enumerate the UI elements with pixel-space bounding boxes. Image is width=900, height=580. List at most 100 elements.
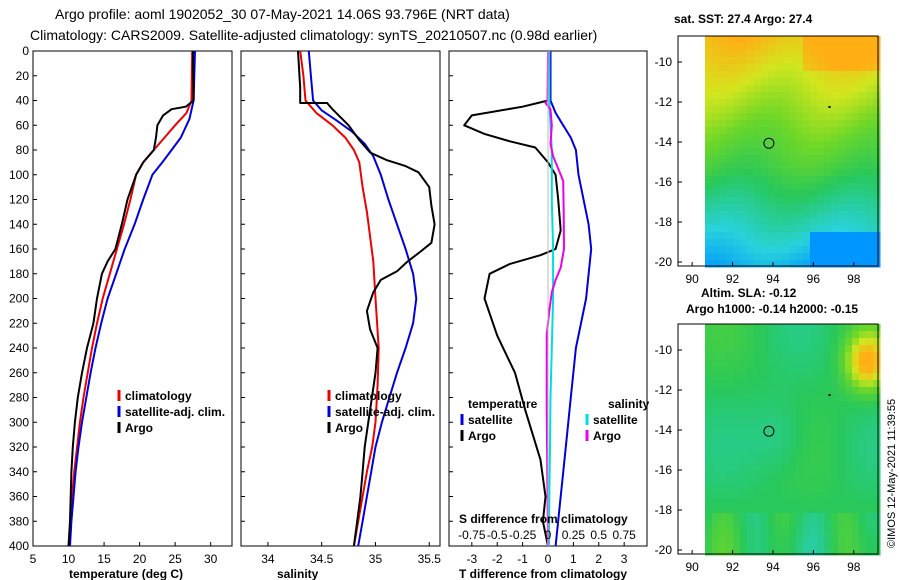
map-cell xyxy=(712,43,720,51)
map-cell xyxy=(782,134,790,142)
map-cell xyxy=(803,260,811,268)
map-cell xyxy=(719,415,727,423)
map-cell xyxy=(789,429,797,437)
map-cell xyxy=(866,541,874,549)
map-cell xyxy=(859,225,867,233)
map-cell xyxy=(733,366,741,374)
map-cell xyxy=(866,387,874,395)
map-cell xyxy=(796,324,804,332)
map-cell xyxy=(782,436,790,444)
map-cell xyxy=(733,127,741,135)
map-cell xyxy=(754,527,762,535)
y-tick-label: 0 xyxy=(22,44,29,58)
map-cell xyxy=(852,155,860,163)
map-cell xyxy=(712,387,720,395)
map-cell xyxy=(782,513,790,521)
map-frame xyxy=(677,323,879,555)
map-cell xyxy=(747,260,755,268)
map-cell xyxy=(803,541,811,549)
map-cell xyxy=(866,422,874,430)
map-cell xyxy=(761,43,769,51)
map-cell xyxy=(873,478,881,486)
map-cell xyxy=(719,548,727,556)
map-cell xyxy=(712,464,720,472)
map-cell xyxy=(859,50,867,58)
map-cell xyxy=(754,120,762,128)
map-cell xyxy=(838,85,846,93)
map-cell xyxy=(789,506,797,514)
map-cell xyxy=(845,338,853,346)
map-cell xyxy=(803,232,811,240)
map-cell xyxy=(838,471,846,479)
legend-label: Argo xyxy=(593,429,621,443)
map-cell xyxy=(726,141,734,149)
map-cell xyxy=(789,457,797,465)
map-cell xyxy=(775,443,783,451)
map-cell xyxy=(726,134,734,142)
map-cell xyxy=(782,443,790,451)
legend-heading: salinity xyxy=(608,397,650,411)
map-cell xyxy=(859,541,867,549)
map-cell xyxy=(796,534,804,542)
map-cell xyxy=(712,113,720,121)
map-cell xyxy=(768,155,776,163)
map-cell xyxy=(845,43,853,51)
map-cell xyxy=(761,127,769,135)
map-cell xyxy=(768,352,776,360)
map-x-tick-label: 90 xyxy=(685,272,699,286)
map-cell xyxy=(782,548,790,556)
legend-label: climatology xyxy=(125,389,192,403)
map-cell xyxy=(803,352,811,360)
map-cell xyxy=(810,464,818,472)
map-cell xyxy=(733,36,741,44)
map-cell xyxy=(796,415,804,423)
map-cell xyxy=(824,345,832,353)
map-cell xyxy=(817,176,825,184)
map-cell xyxy=(796,464,804,472)
map-cell xyxy=(712,338,720,346)
map-cell xyxy=(845,492,853,500)
map-cell xyxy=(761,380,769,388)
map-cell xyxy=(859,429,867,437)
map-cell xyxy=(859,78,867,86)
map-cell xyxy=(775,148,783,156)
map-cell xyxy=(761,57,769,65)
map-cell xyxy=(733,246,741,254)
map-cell xyxy=(817,57,825,65)
map-cell xyxy=(747,324,755,332)
map-cell xyxy=(824,204,832,212)
map-cell xyxy=(866,520,874,528)
map-cell xyxy=(852,331,860,339)
map-cell xyxy=(810,36,818,44)
map-cell xyxy=(817,401,825,409)
map-cell xyxy=(782,366,790,374)
map-cell xyxy=(831,141,839,149)
x-tick-label: 10 xyxy=(62,552,76,566)
map-cell xyxy=(705,492,713,500)
map-cell xyxy=(796,225,804,233)
map-cell xyxy=(747,478,755,486)
map-cell xyxy=(817,443,825,451)
map-cell xyxy=(705,499,713,507)
map-cell xyxy=(719,422,727,430)
map-cell xyxy=(789,50,797,58)
map-cell xyxy=(796,246,804,254)
map-cell xyxy=(761,443,769,451)
map-cell xyxy=(726,169,734,177)
map-cell xyxy=(852,408,860,416)
x-tick-label: 5 xyxy=(30,552,37,566)
map-cell xyxy=(719,78,727,86)
map-cell xyxy=(838,36,846,44)
map-cell xyxy=(859,373,867,381)
y-tick-label: 360 xyxy=(9,490,29,504)
map-cell xyxy=(796,548,804,556)
map-cell xyxy=(726,387,734,395)
map-cell xyxy=(859,506,867,514)
map-cell xyxy=(824,408,832,416)
map-cell xyxy=(859,64,867,72)
map-cell xyxy=(852,352,860,360)
map-cell xyxy=(733,113,741,121)
map-cell xyxy=(845,260,853,268)
map-cell xyxy=(712,541,720,549)
map-cell xyxy=(775,373,783,381)
